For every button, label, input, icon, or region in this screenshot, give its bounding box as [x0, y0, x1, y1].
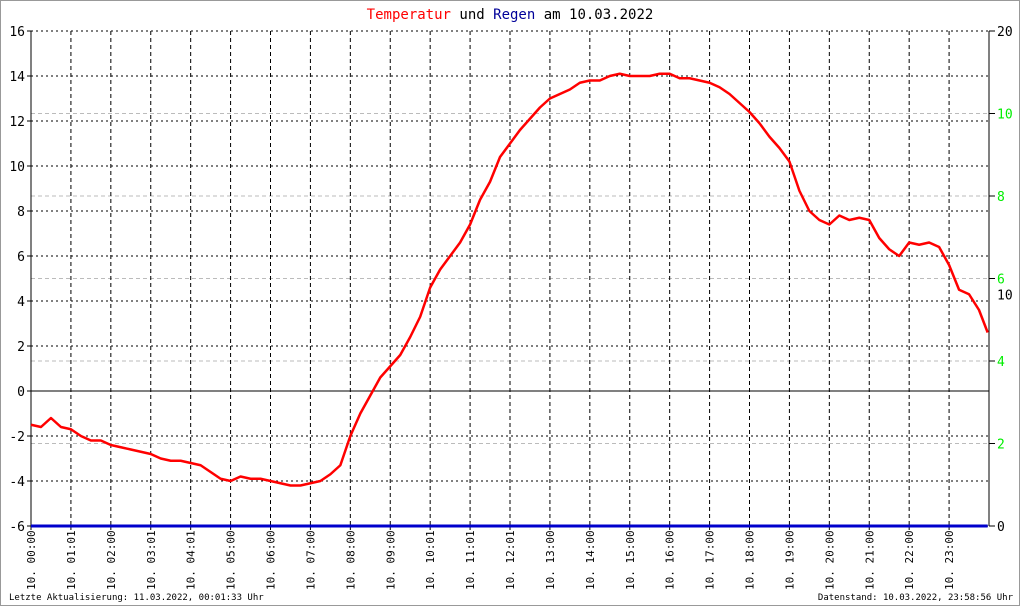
x-tick-label: 10. 06:00: [265, 530, 278, 590]
x-tick-label: 10. 02:00: [105, 530, 118, 590]
x-tick-label: 10. 18:00: [744, 530, 757, 590]
y-tick-label: -2: [9, 430, 25, 445]
y-tick-label: 4: [17, 295, 25, 310]
x-tick-label: 10. 00:00: [25, 530, 38, 590]
y-tick-label: 8: [17, 205, 25, 220]
y-tick-label: 6: [17, 250, 25, 265]
temperature-line: [30, 72, 989, 487]
title-date: am 10.03.2022: [544, 7, 654, 23]
right-tick-label: 10: [997, 108, 1013, 123]
title-rain: Regen: [493, 7, 535, 23]
x-tick-label: 10. 09:00: [384, 530, 397, 590]
x-tick-label: 10. 11:01: [464, 530, 477, 590]
x-tick-label: 10. 13:00: [544, 530, 557, 590]
y-tick-label: 0: [17, 385, 25, 400]
y-tick-label: -6: [9, 520, 25, 535]
y-tick-label: 14: [9, 70, 25, 85]
right-tick-label: 4: [997, 355, 1005, 370]
x-tick-label: 10. 21:00: [863, 530, 876, 590]
y-tick-label: -4: [9, 475, 25, 490]
chart-title: Temperatur und Regen am 10.03.2022: [367, 7, 654, 23]
x-tick-label: 10. 19:00: [783, 530, 796, 590]
y-tick-label: 2: [17, 340, 25, 355]
x-tick-label: 10. 14:00: [584, 530, 597, 590]
right-tick-label: 10: [997, 289, 1013, 304]
right-tick-label: 8: [997, 190, 1005, 205]
title-temperature: Temperatur: [367, 7, 451, 23]
x-tick-label: 10. 23:00: [943, 530, 956, 590]
data-timestamp-text: Datenstand: 10.03.2022, 23:58:56 Uhr: [817, 593, 1013, 603]
x-tick-label: 10. 16:00: [664, 530, 677, 590]
y-tick-label: 16: [9, 25, 25, 40]
x-tick-label: 10. 03:01: [145, 530, 158, 590]
right-tick-label: 2: [997, 438, 1005, 453]
x-tick-label: 10. 07:00: [304, 530, 317, 590]
right-tick-label: 0: [997, 520, 1005, 535]
x-tick-label: 10. 12:01: [504, 530, 517, 590]
x-tick-label: 10. 17:00: [704, 530, 717, 590]
x-tick-label: 10. 04:01: [185, 530, 198, 590]
x-tick-label: 10. 01:01: [65, 530, 78, 590]
x-tick-label: 10. 08:00: [344, 530, 357, 590]
y-tick-label: 12: [9, 115, 25, 130]
x-tick-label: 10. 20:00: [823, 530, 836, 590]
x-tick-label: 10. 15:00: [624, 530, 637, 590]
y-tick-label: 10: [9, 160, 25, 175]
right-tick-label: 20: [997, 25, 1013, 40]
right-tick-label: 6: [997, 273, 1005, 288]
last-update-text: Letzte Aktualisierung: 11.03.2022, 00:01…: [9, 593, 264, 603]
x-tick-label: 10. 22:00: [903, 530, 916, 590]
title-and: und: [459, 7, 484, 23]
x-tick-label: 10. 05:00: [225, 530, 238, 590]
x-tick-label: 10. 10:01: [424, 530, 437, 590]
